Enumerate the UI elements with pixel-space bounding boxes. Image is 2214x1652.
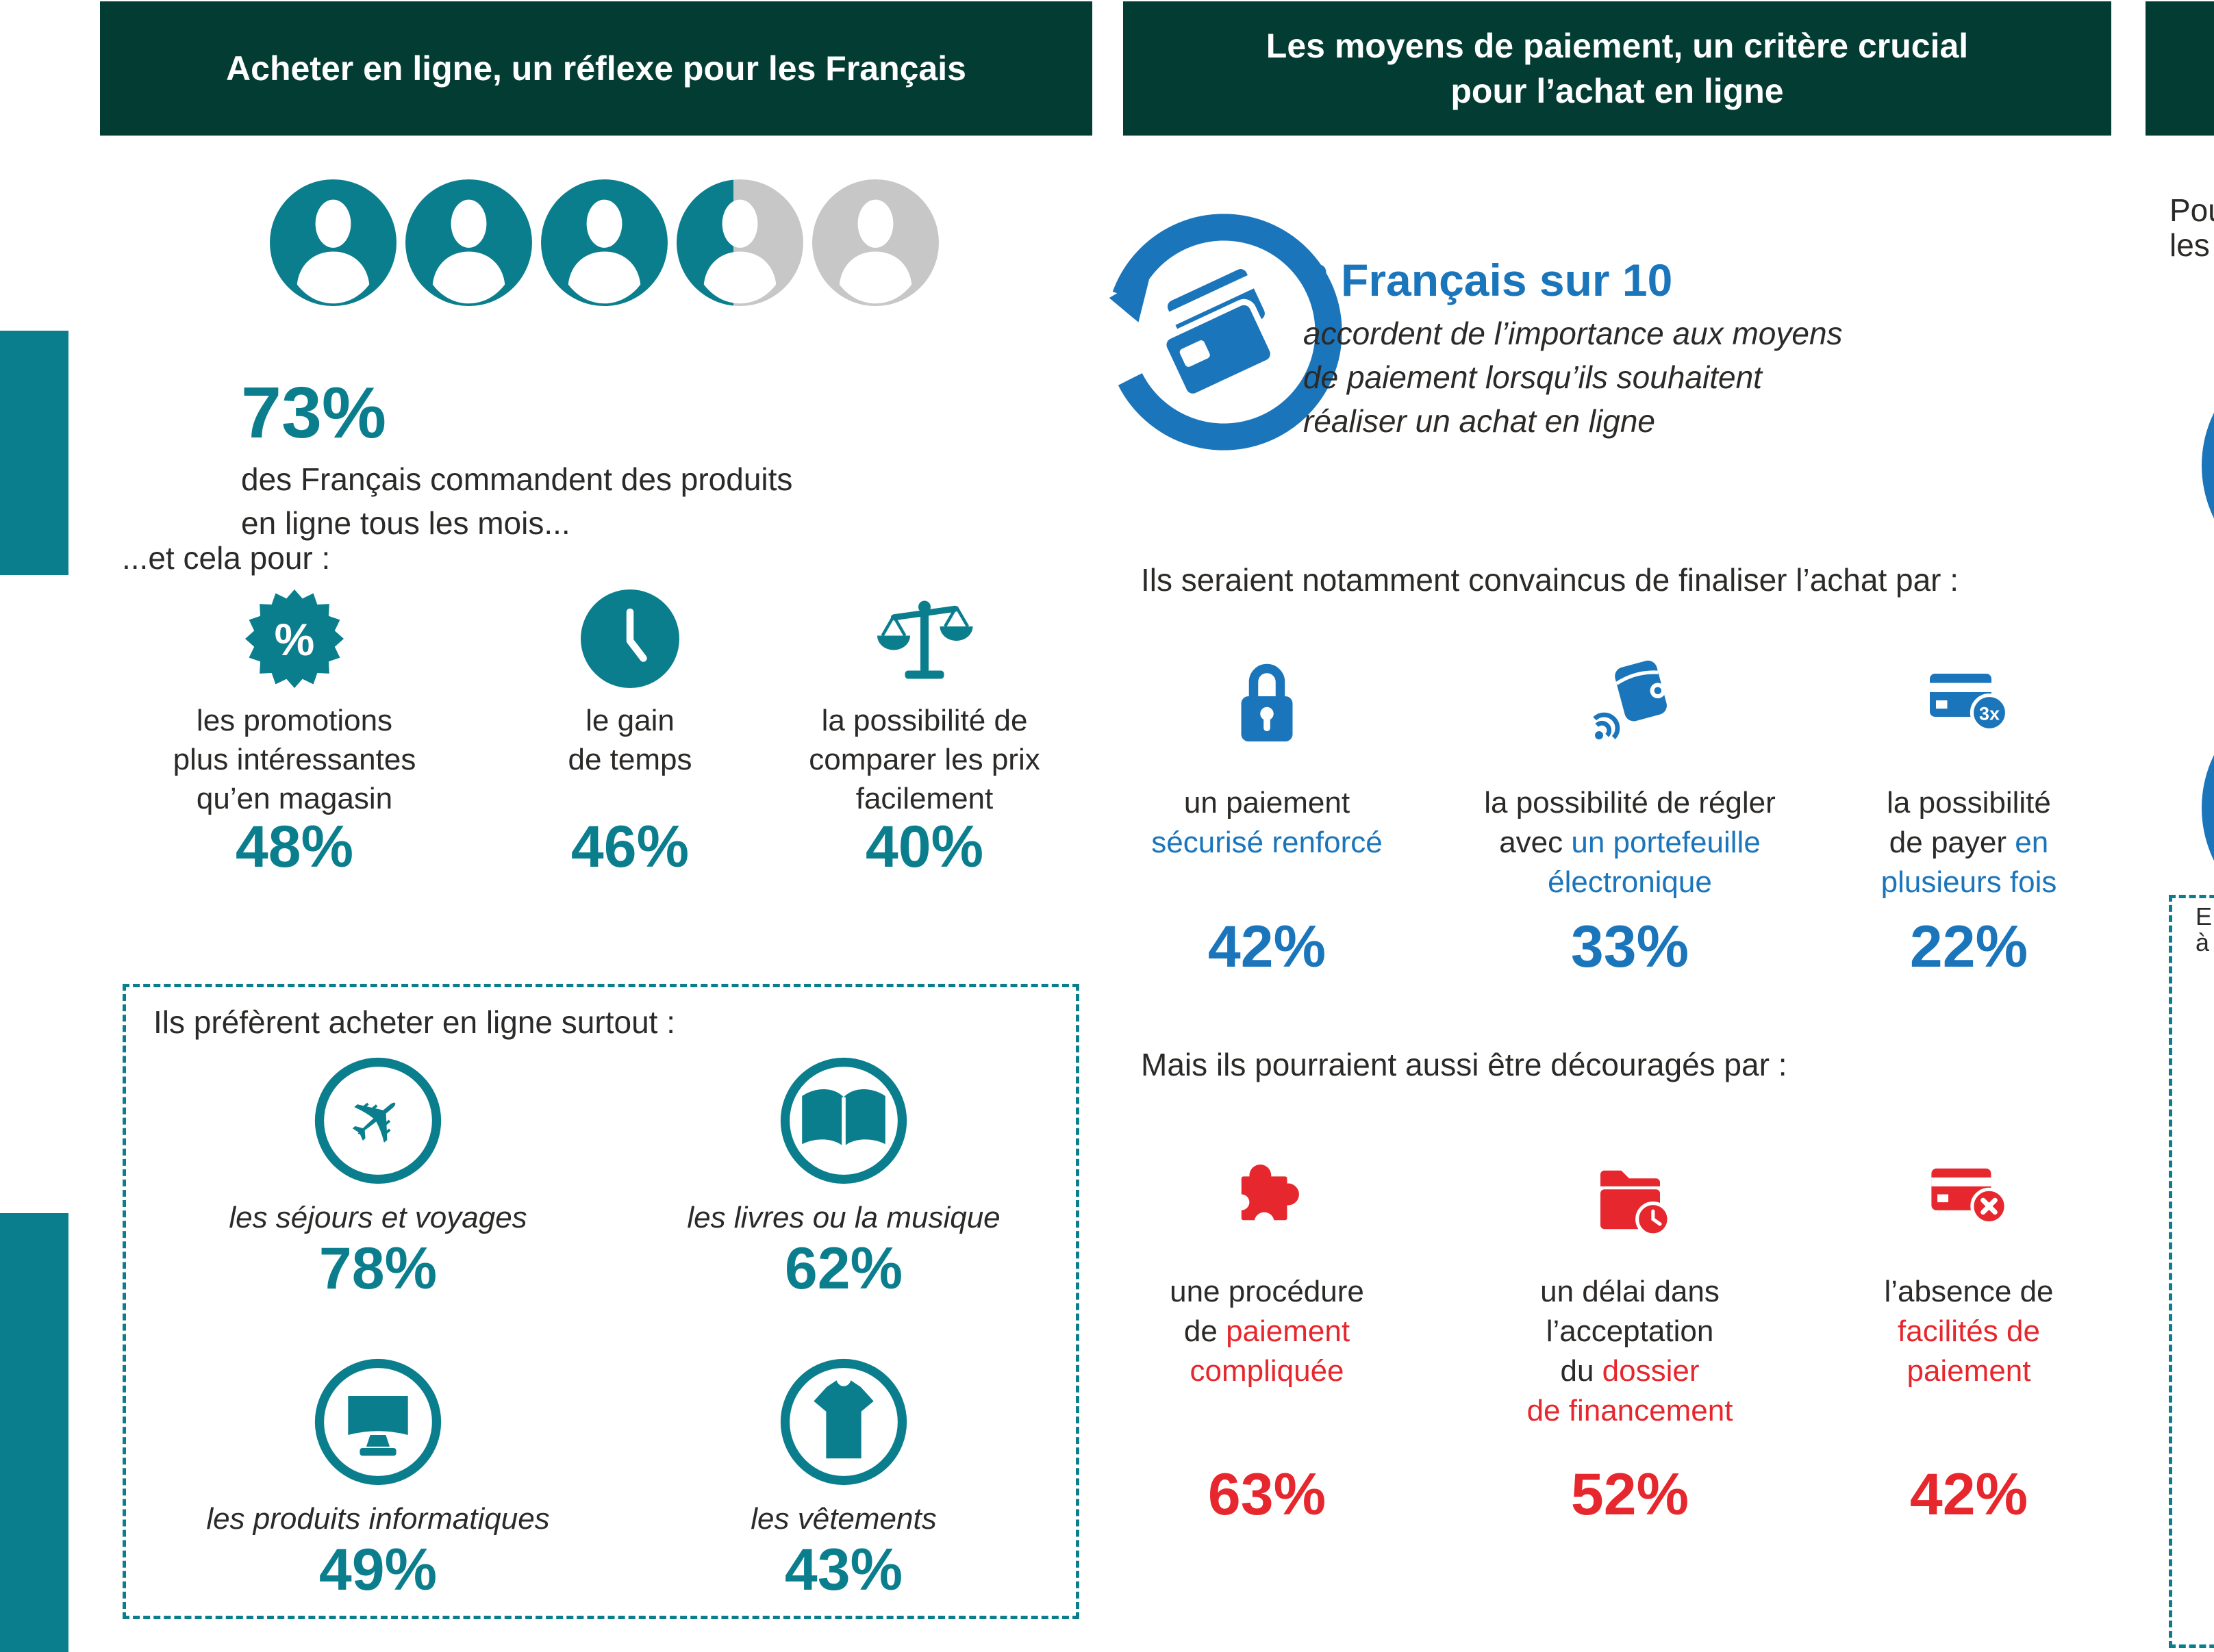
convinced-item-ewallet: la possibilité de régler avec un portefe…	[1438, 649, 1822, 978]
convinced-item-installments: 3x la possibilité de payer en plusieurs …	[1777, 649, 2161, 978]
discouraged-value: 42%	[1909, 1462, 2028, 1527]
padlock-icon	[1241, 663, 1293, 741]
payment-cards-ring-icon	[1105, 214, 1342, 450]
person-icon-partial	[677, 179, 803, 306]
reason-value: 40%	[865, 814, 984, 880]
puzzle-piece-icon	[1233, 1165, 1299, 1232]
pref-label: les produits informatiques	[206, 1502, 550, 1536]
right-circle-icon	[2202, 346, 2214, 585]
convinced-value: 42%	[1207, 914, 1326, 980]
right-circle-icon	[2202, 688, 2214, 928]
convinced-label: la possibilité de payer en plusieurs foi…	[1880, 786, 2057, 899]
pref-label: les livres ou la musique	[687, 1201, 1001, 1234]
pref-item-travel: ✈ les séjours et voyages 78%	[186, 1056, 570, 1298]
tshirt-icon	[780, 1358, 907, 1486]
right-fragment-text: Pou les	[2169, 192, 2214, 263]
wallet-contactless-icon	[1593, 660, 1667, 739]
percent-badge-icon: %	[245, 589, 344, 688]
discouraged-value: 52%	[1570, 1462, 1689, 1527]
svg-text:3x: 3x	[1979, 704, 2000, 724]
plane-icon: ✈	[314, 1057, 442, 1184]
discouraged-item-no-facilities: l’absence de facilités de paiement 42%	[1777, 1145, 2161, 1524]
svg-text:✈: ✈	[331, 1071, 425, 1168]
person-icon	[270, 179, 397, 306]
middle-section-header: Les moyens de paiement, un critère cruci…	[1123, 1, 2111, 136]
stat-73-desc: des Français commandent des produits en …	[241, 461, 793, 541]
discouraged-value: 63%	[1207, 1462, 1326, 1527]
pref-label: les séjours et voyages	[229, 1201, 527, 1234]
reason-item-promotions: % les promotions plus intéressantes qu’e…	[137, 587, 452, 876]
discouraged-heading: Mais ils pourraient aussi être découragé…	[1141, 1047, 1787, 1082]
convinced-value: 33%	[1570, 914, 1689, 980]
pref-item-clothes: les vêtements 43%	[652, 1357, 1035, 1599]
accent-bar-bottom	[0, 1213, 68, 1652]
card-installments-icon: 3x	[1930, 674, 2009, 733]
discouraged-item-procedure: une procédure de paiement compliquée 63%	[1075, 1145, 1459, 1524]
person-icon-empty	[812, 179, 939, 306]
reasons-heading: ...et cela pour :	[122, 540, 331, 576]
stat-73-value: 73%	[241, 372, 387, 453]
discouraged-label: un délai dans l’acceptation du dossier d…	[1526, 1275, 1733, 1427]
pref-value: 62%	[784, 1236, 903, 1301]
open-book-icon	[780, 1057, 907, 1184]
reason-value: 46%	[570, 814, 690, 880]
reason-item-time: le gain de temps 46%	[473, 587, 788, 876]
people-pictogram	[270, 179, 939, 306]
right-section-header	[2146, 1, 2214, 136]
convinced-label: un paiement sécurisé renforcé	[1151, 786, 1383, 859]
card-declined-icon	[1930, 1168, 2008, 1225]
discouraged-label: l’absence de facilités de paiement	[1884, 1275, 2054, 1388]
left-section-header: Acheter en ligne, un réflexe pour les Fr…	[100, 1, 1092, 136]
mid-stat-desc: accordent de l’importance aux moyens de …	[1303, 316, 1843, 439]
convinced-value: 22%	[1909, 914, 2028, 980]
right-box-fragment-text: E à	[2196, 902, 2213, 956]
pref-item-computers: les produits informatiques 49%	[186, 1357, 570, 1599]
reason-value: 48%	[235, 814, 354, 880]
convinced-heading: Ils seraient notamment convaincus de fin…	[1141, 562, 1959, 598]
pref-value: 49%	[318, 1537, 438, 1603]
person-icon	[541, 179, 668, 306]
computer-monitor-icon	[314, 1358, 442, 1486]
scales-icon	[877, 600, 973, 679]
reason-label: le gain de temps	[568, 704, 692, 776]
preferences-heading: Ils préfèrent acheter en ligne surtout :	[153, 1004, 675, 1040]
person-icon	[405, 179, 532, 306]
discouraged-item-delay: un délai dans l’acceptation du dossier d…	[1438, 1145, 1822, 1524]
accent-bar-top	[0, 331, 68, 575]
discouraged-label: une procédure de paiement compliquée	[1170, 1275, 1364, 1388]
reason-label: les promotions plus intéressantes qu’en …	[173, 704, 416, 815]
mid-stat-value: 8 Français sur 10	[1303, 255, 1673, 305]
clock-icon	[581, 589, 679, 688]
left-section-title: Acheter en ligne, un réflexe pour les Fr…	[226, 49, 966, 88]
convinced-item-secure-payment: un paiement sécurisé renforcé 42%	[1075, 649, 1459, 978]
folder-clock-icon	[1600, 1170, 1671, 1237]
reason-item-compare: la possibilité de comparer les prix faci…	[767, 587, 1082, 876]
preferences-box: Ils préfèrent acheter en ligne surtout :…	[123, 984, 1079, 1619]
svg-text:%: %	[275, 614, 315, 665]
pref-label: les vêtements	[751, 1502, 937, 1536]
pref-value: 78%	[318, 1236, 438, 1301]
middle-section-title: Les moyens de paiement, un critère cruci…	[1266, 27, 1969, 110]
reason-label: la possibilité de comparer les prix faci…	[809, 704, 1040, 815]
convinced-label: la possibilité de régler avec un portefe…	[1484, 786, 1776, 899]
pref-value: 43%	[784, 1537, 903, 1603]
pref-item-books: les livres ou la musique 62%	[652, 1056, 1035, 1298]
right-dashed-box: E à	[2169, 895, 2214, 1648]
